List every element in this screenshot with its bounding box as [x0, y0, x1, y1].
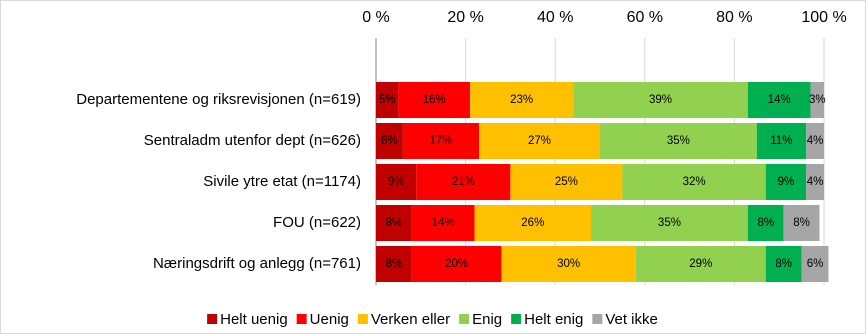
data-label: 11% [770, 135, 792, 147]
data-label: 8% [793, 217, 810, 229]
bar-segment [806, 123, 824, 159]
bar-segment [765, 246, 802, 282]
legend-marker [357, 314, 368, 324]
data-label: 29% [689, 258, 712, 270]
data-label: 16% [423, 94, 446, 106]
category-label: Næringsdrift og anlegg (n=761) [153, 255, 361, 272]
x-tick-label: 80 % [716, 9, 752, 26]
bar-segment [376, 164, 417, 200]
category-label: Sentraladm utenfor dept (n=626) [144, 132, 361, 149]
legend-label: Uenig [310, 311, 349, 328]
legend-label: Helt uenig [220, 311, 288, 328]
bar-segment [801, 246, 829, 282]
bar-segment [591, 205, 748, 241]
legend-label: Helt enig [524, 311, 583, 328]
data-label: 27% [528, 135, 551, 147]
legend-marker [592, 314, 603, 324]
bar-segment [411, 205, 475, 241]
data-label: 39% [649, 94, 672, 106]
data-label: 20% [445, 258, 468, 270]
data-label: 17% [429, 135, 452, 147]
bar-segment [756, 123, 807, 159]
bar-segment [376, 205, 412, 241]
bar-segment [411, 246, 502, 282]
data-label: 4% [807, 176, 824, 188]
legend-marker [459, 314, 470, 324]
data-label: 35% [658, 217, 681, 229]
bar-segment [376, 246, 412, 282]
bar-segment [470, 82, 574, 118]
bar-segment [474, 205, 592, 241]
bar-segment [600, 123, 757, 159]
bar-segment [510, 164, 623, 200]
bar-segment [783, 205, 820, 241]
data-label: 8% [386, 258, 403, 270]
data-label: 14% [432, 217, 455, 229]
data-label: 8% [757, 217, 774, 229]
data-label: 30% [557, 258, 580, 270]
bar-segment [376, 82, 399, 118]
bar-segment [402, 123, 480, 159]
bar-segment [747, 82, 811, 118]
category-label: FOU (n=622) [273, 214, 361, 231]
legend-marker [207, 314, 218, 324]
bar-segment [501, 246, 636, 282]
bar-segment [376, 123, 403, 159]
data-label: 6% [807, 258, 824, 270]
legend-marker [511, 314, 522, 324]
bar-segment [765, 164, 807, 200]
bar-segment [747, 205, 784, 241]
legend-label: Enig [472, 311, 502, 328]
legend-marker [296, 314, 307, 324]
data-label: 14% [768, 94, 791, 106]
x-tick-label: 20 % [447, 9, 483, 26]
bar-segment [398, 82, 471, 118]
data-label: 25% [555, 176, 578, 188]
legend-label: Vet ikke [605, 311, 658, 328]
data-label: 32% [683, 176, 706, 188]
data-label: 23% [510, 94, 533, 106]
data-label: 35% [667, 135, 690, 147]
category-label: Sivile ytre etat (n=1174) [203, 173, 361, 190]
bar-segment [806, 164, 824, 200]
category-label: Departementene og riksrevisjonen (n=619) [76, 91, 361, 108]
x-tick-label: 0 % [362, 9, 390, 26]
data-label: 6% [381, 135, 398, 147]
data-label: 26% [521, 217, 544, 229]
data-label: 3% [809, 94, 826, 106]
bar-segment [622, 164, 766, 200]
data-label: 4% [807, 135, 824, 147]
x-tick-label: 100 % [801, 9, 846, 26]
bar-segment [479, 123, 600, 159]
data-label: 5% [379, 94, 396, 106]
bar-segment [416, 164, 511, 200]
data-label: 9% [388, 176, 405, 188]
x-tick-label: 40 % [537, 9, 573, 26]
data-label: 9% [778, 176, 795, 188]
data-label: 21% [452, 176, 475, 188]
bar-segment [810, 82, 824, 118]
bar-segment [635, 246, 766, 282]
x-tick-label: 60 % [627, 9, 663, 26]
legend-label: Verken eller [371, 311, 450, 328]
bar-segment [573, 82, 748, 118]
data-label: 8% [775, 258, 792, 270]
data-label: 8% [386, 217, 403, 229]
